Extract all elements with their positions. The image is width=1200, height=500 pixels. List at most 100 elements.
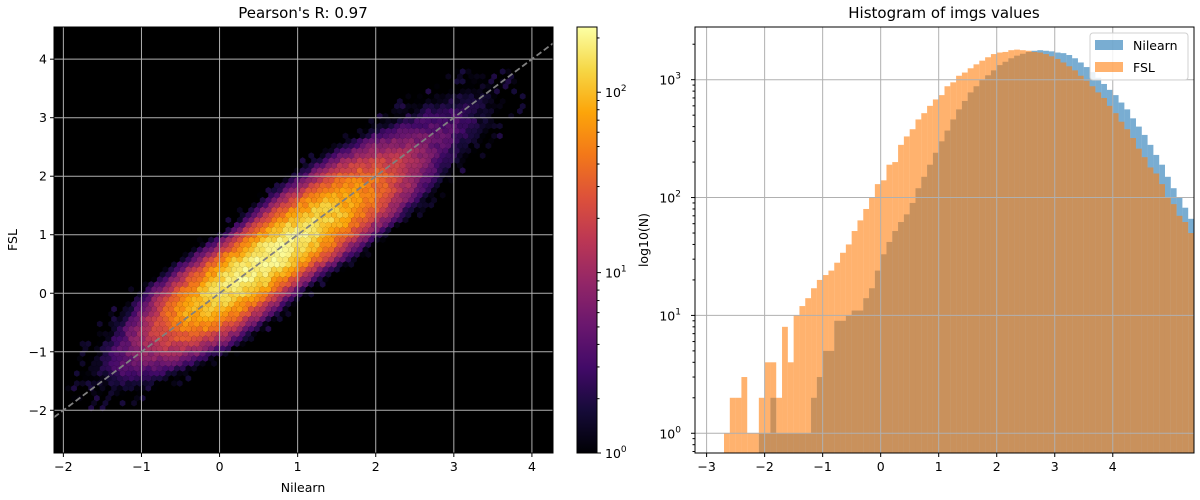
- hexbin-cell: [345, 167, 352, 174]
- hexbin-cell: [291, 251, 297, 258]
- hexbin-cell: [414, 98, 420, 105]
- hexbin-cell: [165, 370, 172, 377]
- hexbin-cell: [119, 370, 126, 377]
- hexbin-cell: [228, 330, 234, 338]
- hexbin-cell: [165, 330, 172, 338]
- hexbin-cell: [236, 256, 243, 263]
- histogram-bar-fsl: [724, 433, 730, 453]
- hexbin-cell: [274, 271, 280, 278]
- hexbin-cell: [462, 93, 469, 100]
- hexbin-cell: [419, 196, 426, 204]
- hexbin-cell: [185, 355, 192, 362]
- hexbin-cell: [419, 117, 426, 125]
- hexbin-cell: [322, 226, 329, 234]
- hexbin-cell: [305, 216, 312, 224]
- tick-label: 101: [605, 265, 627, 281]
- hexbin-cell: [145, 385, 152, 392]
- hexbin-cell: [299, 266, 306, 273]
- hexbin-cell: [396, 167, 403, 174]
- histogram-legend: Nilearn FSL: [1089, 32, 1189, 81]
- hexbin-cell: [471, 107, 477, 115]
- hexbin-cell: [468, 142, 475, 150]
- hexbin-cell: [402, 157, 409, 164]
- hexbin-cell: [431, 157, 437, 164]
- hexbin-cell: [294, 226, 300, 234]
- hexbin-cell: [105, 345, 112, 352]
- hexbin-cell: [108, 310, 114, 318]
- hexbin-cell: [282, 256, 289, 263]
- hexbin-cell: [202, 276, 209, 283]
- hexbin-cell: [128, 365, 134, 372]
- hexbin-cell: [354, 241, 360, 249]
- hexbin-cell: [185, 276, 192, 283]
- x-tick-label: 0: [877, 459, 885, 474]
- hexbin-cell: [294, 216, 300, 224]
- hexbin-cell: [362, 226, 369, 234]
- hexbin-cell: [465, 137, 472, 145]
- hexbin-cell: [299, 286, 306, 293]
- hexbin-cell: [437, 107, 443, 115]
- hexbin-cell: [174, 315, 180, 323]
- hexbin-cell: [208, 276, 214, 283]
- hexbin-cell: [131, 310, 137, 318]
- hexbin-cell: [211, 340, 217, 348]
- hexbin-cell: [268, 261, 275, 268]
- histogram-bar-fsl: [1176, 215, 1183, 453]
- hexbin-cell: [225, 216, 232, 224]
- hexbin-cell: [331, 182, 337, 189]
- hexbin-cell: [94, 375, 100, 382]
- hexbin-cell: [154, 330, 160, 338]
- hexbin-cell: [291, 201, 297, 209]
- hexbin-cell: [351, 236, 357, 244]
- hexbin-cell: [174, 305, 180, 313]
- hexbin-cell: [119, 330, 126, 338]
- hexbin-cell: [105, 394, 112, 402]
- hexbin-cell: [419, 206, 426, 214]
- hexbin-cell: [222, 310, 229, 318]
- hexbin-cell: [425, 117, 432, 125]
- hexbin-cell: [254, 315, 260, 323]
- hexbin-cell: [468, 93, 475, 100]
- hexbin-cell: [174, 286, 180, 293]
- hexbin-cell: [417, 122, 423, 130]
- hexbin-cell: [408, 177, 415, 184]
- hexbin-cell: [336, 142, 343, 150]
- x-tick-label: 3: [1051, 459, 1059, 474]
- hexbin-cell: [351, 187, 357, 194]
- histogram-bar-fsl: [735, 397, 742, 453]
- hexbin-cell: [176, 330, 183, 338]
- hexbin-cell: [414, 177, 420, 184]
- hexbin-cell: [299, 256, 306, 263]
- hexbin-cell: [174, 355, 180, 362]
- histogram-bar-fsl: [1037, 52, 1044, 453]
- hexbin-cell: [342, 211, 349, 219]
- hexbin-cell: [219, 246, 226, 253]
- hexbin-cell: [156, 276, 163, 283]
- hexbin-cell: [428, 122, 435, 130]
- hexbin-cell: [299, 196, 306, 204]
- hexbin-cell: [497, 102, 503, 110]
- hexbin-cell: [505, 68, 512, 75]
- hexbin-cell: [228, 340, 234, 348]
- hexbin-cell: [182, 261, 189, 268]
- hexbin-cell: [382, 142, 389, 150]
- hexbin-cell: [488, 137, 495, 145]
- hexbin-cell: [419, 177, 426, 184]
- hexbin-cell: [191, 256, 197, 263]
- hexbin-cell: [111, 385, 117, 392]
- hexbin-cell: [182, 370, 189, 377]
- hexbin-cell: [168, 345, 174, 352]
- histogram-bar-fsl: [990, 54, 997, 453]
- hexbin-cell: [308, 211, 315, 219]
- hexbin-cell: [262, 211, 269, 219]
- hexbin-cell: [417, 132, 423, 140]
- hexbin-cell: [202, 305, 209, 313]
- hexbin-cell: [176, 281, 183, 288]
- histogram-bar-fsl: [1002, 51, 1009, 453]
- hexbin-cell: [336, 251, 343, 258]
- hexbin-cell: [122, 325, 129, 333]
- hexbin-cell: [145, 355, 152, 362]
- hexbin-cell: [262, 241, 269, 249]
- hexbin-cell: [279, 182, 286, 189]
